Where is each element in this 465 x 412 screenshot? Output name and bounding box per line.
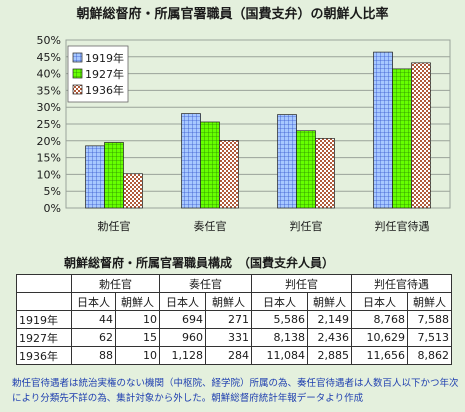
table-corner xyxy=(16,274,72,293)
legend-swatch xyxy=(72,52,83,63)
subheader-japanese: 日本人 xyxy=(159,292,206,311)
x-tick-label: 奏任官 xyxy=(194,219,227,233)
table-cell: 2,885 xyxy=(307,346,352,365)
table-cell: 2,149 xyxy=(307,310,352,329)
table-row: 1919年 44 10 694 271 5,586 2,149 8,768 7,… xyxy=(16,310,452,329)
y-tick-label: 0% xyxy=(44,202,61,215)
table-cell: 271 xyxy=(205,310,252,329)
table-cell: 284 xyxy=(205,346,252,365)
bar-chart: 0% 5% 10% 15% 20% 25% 30% 35% 40% 45% 50% 勅任官 奏任官 判任… xyxy=(37,34,451,233)
bar-1919年-奏任官 xyxy=(181,113,201,209)
x-tick-label: 判任官待遇 xyxy=(375,219,430,233)
x-tick-label: 勅任官 xyxy=(98,219,131,233)
y-tick-label: 40% xyxy=(37,68,61,81)
y-tick-label: 30% xyxy=(37,101,61,114)
table-cell: 10 xyxy=(115,346,160,365)
chart-title: 朝鮮総督府・所属官署職員（国費支弁）の朝鮮人比率 xyxy=(76,7,389,22)
bar-1936年-判任官待遇 xyxy=(411,62,431,209)
subheader-korean: 朝鮮人 xyxy=(115,292,160,311)
table-cell: 694 xyxy=(159,310,206,329)
table-cell: 5,586 xyxy=(251,310,308,329)
y-tick-label: 10% xyxy=(37,168,61,181)
legend-label: 1927年 xyxy=(85,67,124,81)
table-cell: 10,629 xyxy=(351,328,408,347)
group-header: 勅任官 xyxy=(71,274,160,293)
table-cell: 1,128 xyxy=(159,346,206,365)
bar-1919年-勅任官 xyxy=(85,145,105,209)
subheader-korean: 朝鮮人 xyxy=(307,292,352,311)
y-tick-label: 5% xyxy=(44,185,61,198)
subheader-japanese: 日本人 xyxy=(71,292,116,311)
table-cell: 8,862 xyxy=(407,346,452,365)
table-cell: 8,138 xyxy=(251,328,308,347)
table-cell: 8,768 xyxy=(351,310,408,329)
table-cell: 7,588 xyxy=(407,310,452,329)
bar-1927年-判任官 xyxy=(296,130,316,209)
bar-1927年-勅任官 xyxy=(104,142,124,209)
table-row: 1927年 62 15 960 331 8,138 2,436 10,629 7… xyxy=(16,328,452,347)
row-year: 1927年 xyxy=(16,328,72,347)
x-tick-label: 判任官 xyxy=(290,219,323,233)
table-cell: 7,513 xyxy=(407,328,452,347)
table-cell: 11,084 xyxy=(251,346,308,365)
bar-1919年-判任官待遇 xyxy=(373,51,393,209)
table-cell: 44 xyxy=(71,310,116,329)
table-cell: 10 xyxy=(115,310,160,329)
row-year: 1919年 xyxy=(16,310,72,329)
table-row: 1936年 88 10 1,128 284 11,084 2,885 11,65… xyxy=(16,346,452,365)
legend-label: 1936年 xyxy=(85,83,124,97)
table-cell: 960 xyxy=(159,328,206,347)
group-header: 判任官待遇 xyxy=(351,274,452,293)
y-tick-label: 20% xyxy=(37,135,61,148)
legend-swatch xyxy=(72,84,83,95)
y-tick-label: 35% xyxy=(37,84,61,97)
footnote: 勅任官待遇者は統治実権のない機関（中枢院、経学院）所属の為、奏任官待遇者は人数百… xyxy=(12,378,459,404)
bar-1936年-奏任官 xyxy=(219,140,239,209)
table-cell: 88 xyxy=(71,346,116,365)
subheader-korean: 朝鮮人 xyxy=(205,292,252,311)
table-title: 朝鮮総督府・所属官署職員構成 （国費支弁人員） xyxy=(64,256,335,270)
staff-table: 勅任官 奏任官 判任官 判任官待遇 日本人 朝鮮人 日本人 朝鮮人 日本人 朝鮮… xyxy=(16,274,452,365)
subheader-korean: 朝鮮人 xyxy=(407,292,452,311)
bar-1936年-判任官 xyxy=(315,138,335,209)
subheader-japanese: 日本人 xyxy=(351,292,408,311)
legend-swatch xyxy=(72,68,83,79)
bar-1936年-勅任官 xyxy=(123,173,143,209)
y-tick-label: 50% xyxy=(37,34,61,47)
table-cell: 11,656 xyxy=(351,346,408,365)
table-corner xyxy=(16,292,72,311)
table-cell: 62 xyxy=(71,328,116,347)
bar-1919年-判任官 xyxy=(277,114,297,209)
bar-1927年-判任官待遇 xyxy=(392,68,412,209)
row-year: 1936年 xyxy=(16,346,72,365)
table-cell: 331 xyxy=(205,328,252,347)
subheader-japanese: 日本人 xyxy=(251,292,308,311)
y-tick-label: 15% xyxy=(37,152,61,165)
legend-label: 1919年 xyxy=(85,51,124,65)
y-tick-label: 25% xyxy=(37,118,61,131)
y-tick-label: 45% xyxy=(37,51,61,64)
bar-1927年-奏任官 xyxy=(200,121,220,209)
table-cell: 15 xyxy=(115,328,160,347)
table-cell: 2,436 xyxy=(307,328,352,347)
group-header: 奏任官 xyxy=(159,274,252,293)
group-header: 判任官 xyxy=(251,274,352,293)
